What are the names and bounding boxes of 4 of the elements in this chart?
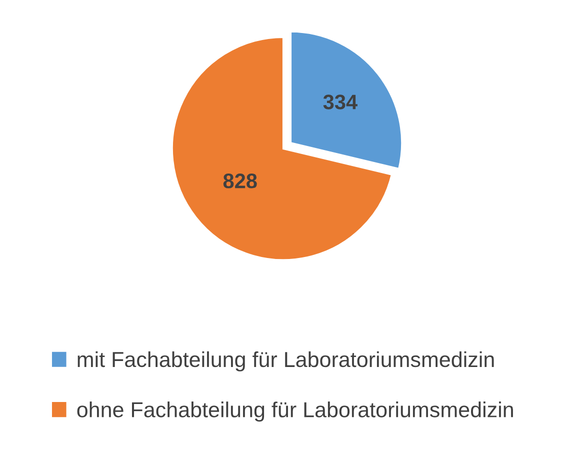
data-label: 334 (323, 94, 358, 110)
legend-label: ohne Fachabteilung für Laboratoriumsmedizin (77, 402, 513, 422)
legend-label: mit Fachabteilung für Laboratoriumsmedizin (78, 351, 494, 372)
data-label: 828 (223, 174, 257, 188)
